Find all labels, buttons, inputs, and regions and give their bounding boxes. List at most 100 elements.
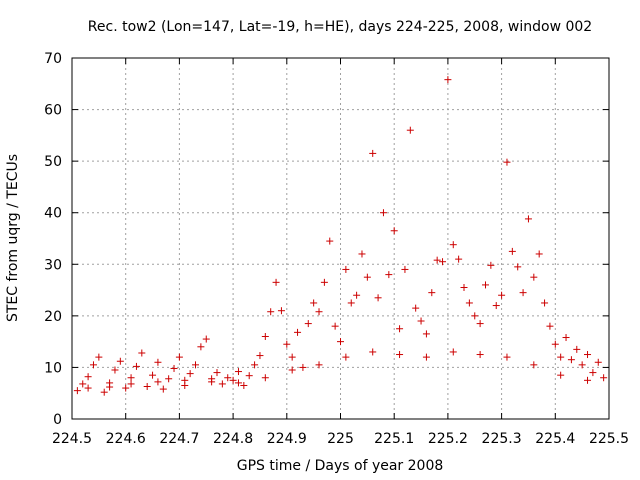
data-point (385, 271, 393, 279)
data-point (106, 383, 114, 391)
data-point (73, 387, 81, 395)
data-point (304, 320, 312, 328)
data-point (261, 374, 269, 382)
data-point (514, 263, 522, 271)
data-point (111, 366, 119, 374)
data-point (401, 265, 409, 273)
data-point (288, 366, 296, 374)
data-point (353, 291, 361, 299)
data-point (288, 353, 296, 361)
data-point (578, 361, 586, 369)
data-point (315, 308, 323, 316)
data-point (170, 364, 178, 372)
y-tick-labels: 0 10 20 30 40 50 60 70 (44, 51, 62, 428)
data-point (224, 374, 232, 382)
data-point (326, 237, 334, 245)
y-tick-label: 0 (53, 412, 62, 428)
data-point (337, 338, 344, 346)
data-point (460, 283, 468, 291)
data-point (530, 361, 538, 369)
data-point (498, 291, 506, 299)
y-tick-label: 60 (44, 103, 62, 119)
data-point (132, 362, 140, 370)
data-point (519, 289, 527, 297)
y-axis-label: STEC from uqrg / TECUs (5, 154, 21, 322)
data-point (127, 374, 135, 382)
data-point (439, 258, 447, 266)
data-point (159, 385, 167, 393)
data-point (541, 299, 549, 307)
data-point (476, 320, 484, 328)
data-point (127, 380, 135, 388)
y-tick-label: 40 (44, 206, 62, 222)
data-point (116, 357, 124, 365)
data-point (508, 247, 516, 255)
data-point (481, 281, 489, 289)
data-point (272, 278, 280, 286)
x-tick-label: 224.9 (267, 431, 307, 447)
data-point (283, 340, 291, 348)
data-point (299, 363, 307, 371)
data-point (234, 368, 242, 376)
data-point (251, 361, 259, 369)
data-point (79, 380, 87, 388)
data-point (192, 361, 200, 369)
data-point (234, 379, 242, 387)
data-point (471, 312, 479, 320)
data-point (154, 358, 162, 366)
data-point (186, 370, 194, 378)
data-point (363, 273, 371, 281)
data-point (465, 299, 473, 307)
x-tick-label: 224.5 (52, 431, 92, 447)
data-point (154, 378, 162, 386)
data-point (573, 345, 581, 353)
data-point (562, 334, 570, 342)
axis-ticks (71, 57, 610, 420)
data-point (422, 353, 430, 361)
data-points (73, 76, 608, 396)
data-point (342, 265, 350, 273)
data-point (175, 353, 183, 361)
data-point (261, 332, 269, 340)
data-point (267, 308, 275, 316)
x-tick-labels: 224.5 224.6 224.7 224.8 224.9 225 225.1 225.2 22… (52, 431, 629, 447)
chart-title: Rec. tow2 (Lon=147, Lat=-19, h=HE), days… (88, 19, 592, 35)
data-point (455, 255, 463, 263)
data-point (84, 384, 92, 392)
data-point (294, 328, 302, 336)
y-tick-label: 30 (44, 257, 62, 273)
data-point (84, 373, 92, 381)
x-tick-label: 225.1 (374, 431, 414, 447)
data-point (149, 371, 157, 379)
grid (72, 58, 609, 419)
data-point (138, 349, 146, 357)
data-point (449, 241, 457, 249)
data-point (444, 76, 452, 84)
data-point (240, 381, 248, 389)
data-point (584, 351, 592, 359)
x-tick-label: 225 (327, 431, 354, 447)
x-tick-label: 225.4 (535, 431, 575, 447)
x-tick-label: 224.6 (106, 431, 146, 447)
data-point (412, 304, 420, 312)
data-point (143, 383, 151, 391)
data-point (358, 250, 366, 258)
data-point (181, 376, 189, 384)
data-point (406, 126, 414, 134)
data-point (315, 361, 323, 369)
data-point (256, 352, 264, 360)
data-point (369, 348, 377, 356)
data-point (100, 388, 108, 396)
data-point (433, 256, 441, 264)
data-point (546, 322, 554, 330)
data-point (197, 343, 205, 351)
data-point (396, 351, 404, 359)
x-tick-label: 224.8 (213, 431, 253, 447)
data-point (530, 273, 538, 281)
y-tick-label: 10 (44, 360, 62, 376)
data-point (122, 384, 130, 392)
data-point (551, 340, 559, 348)
data-point (476, 351, 484, 359)
x-tick-label: 225.2 (428, 431, 468, 447)
